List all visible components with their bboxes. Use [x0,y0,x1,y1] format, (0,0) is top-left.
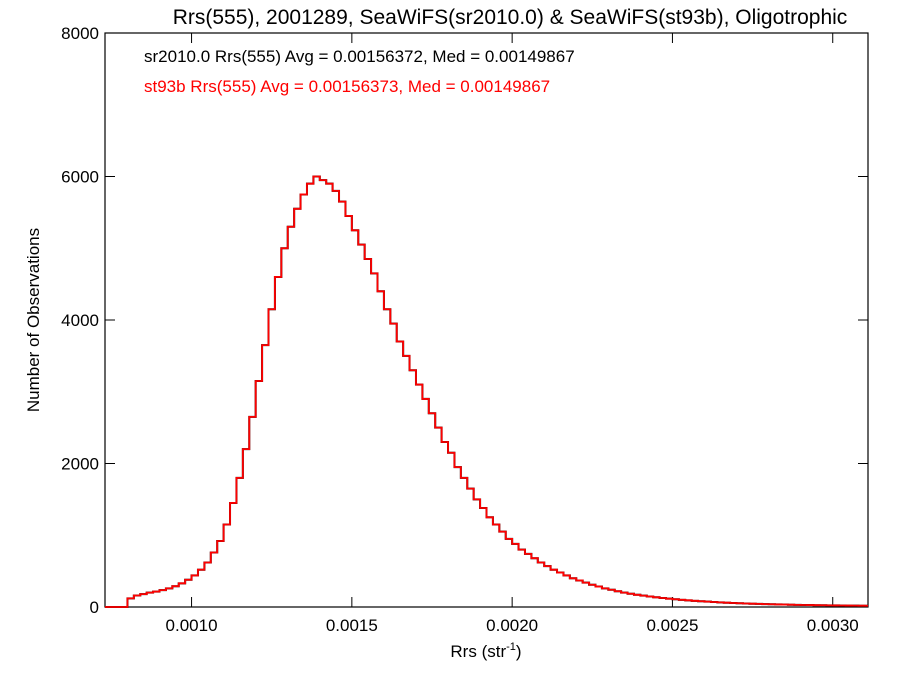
x-tick-label: 0.0030 [807,616,859,635]
plot-frame [104,32,869,608]
y-tick-label: 2000 [61,455,99,474]
histogram-series-0 [105,175,868,608]
y-tick-label: 6000 [61,168,99,187]
x-tick-label: 0.0020 [486,616,538,635]
annotation-st93b-stats: st93b Rrs(555) Avg = 0.00156373, Med = 0… [144,77,550,96]
y-tick-label: 0 [90,598,99,617]
y-tick-label: 4000 [61,311,99,330]
annotation-sr2010-stats: sr2010.0 Rrs(555) Avg = 0.00156372, Med … [144,47,575,66]
chart-title: Rrs(555), 2001289, SeaWiFS(sr2010.0) & S… [173,6,848,29]
y-axis-ticks [105,32,868,608]
x-tick-label: 0.0025 [646,616,698,635]
series-layer [105,175,868,608]
y-axis-tick-labels: 0 2000 4000 6000 8000 [61,24,99,617]
y-axis-label: Number of Observations [24,228,43,412]
x-axis-label-main: Rrs (str [450,642,506,661]
x-axis-tick-labels: 0.0010 0.0015 0.0020 0.0025 0.0030 [166,616,859,635]
x-axis-label-superscript: -1 [506,641,516,653]
x-axis-label-close: ) [516,642,522,661]
x-axis-ticks [191,33,834,607]
x-axis-label: Rrs (str-1) [450,641,521,661]
plot-area [104,32,869,608]
histogram-series-1 [105,175,868,608]
y-tick-label: 8000 [61,24,99,43]
x-tick-label: 0.0015 [326,616,378,635]
x-tick-label: 0.0010 [166,616,218,635]
